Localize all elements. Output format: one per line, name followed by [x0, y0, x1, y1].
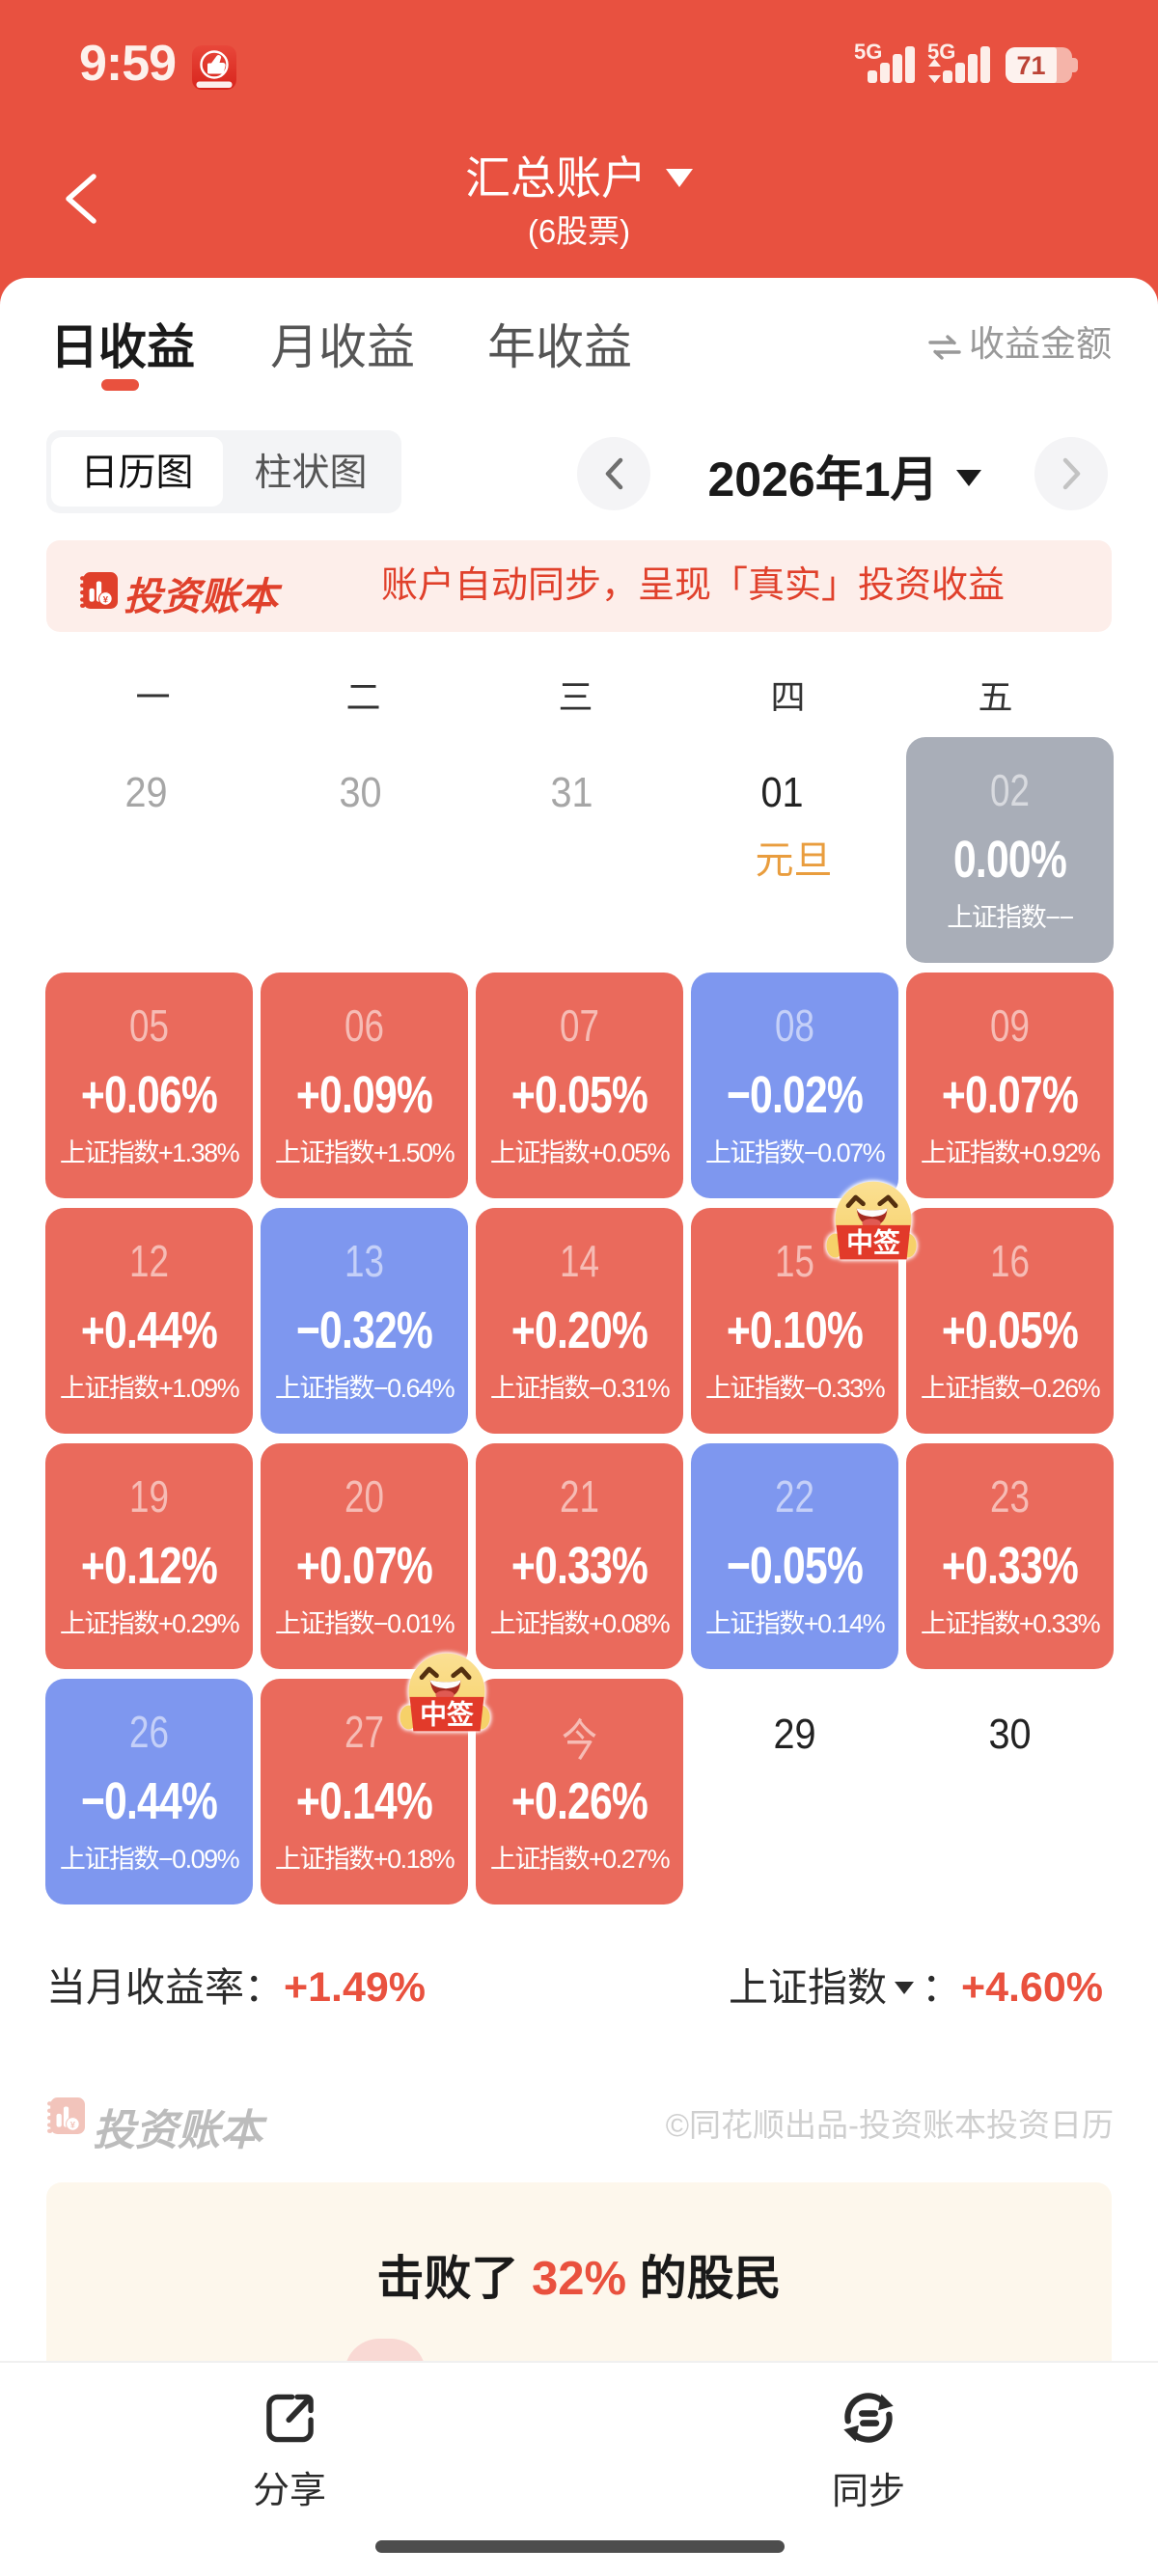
svg-text:中签: 中签 — [420, 1699, 474, 1730]
svg-text:中签: 中签 — [846, 1227, 900, 1258]
svg-text:¥: ¥ — [103, 595, 109, 606]
svg-text:¥: ¥ — [70, 2121, 76, 2131]
